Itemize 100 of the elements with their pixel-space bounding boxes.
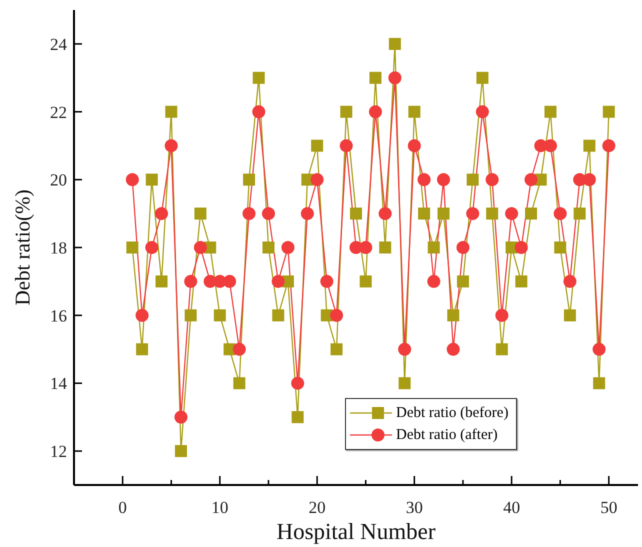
x-tick-label: 50 xyxy=(600,498,618,517)
point xyxy=(544,106,556,118)
point xyxy=(602,139,616,152)
point xyxy=(340,139,353,152)
point xyxy=(252,105,266,118)
point xyxy=(408,106,420,118)
point xyxy=(242,207,256,220)
point xyxy=(350,208,362,220)
point xyxy=(174,445,187,458)
point xyxy=(310,173,324,186)
point xyxy=(262,207,275,220)
point xyxy=(515,275,528,288)
point xyxy=(514,241,528,254)
point xyxy=(320,274,334,288)
legend-label: Debt ratio (before) xyxy=(396,404,508,422)
point xyxy=(379,242,392,254)
point xyxy=(428,242,440,254)
point xyxy=(156,275,168,288)
point xyxy=(476,105,489,118)
point xyxy=(554,242,566,254)
point xyxy=(145,241,158,254)
point xyxy=(544,139,557,152)
point xyxy=(378,207,392,220)
point xyxy=(243,174,256,186)
point xyxy=(281,241,294,254)
point xyxy=(583,140,596,152)
point xyxy=(164,139,178,152)
point xyxy=(524,173,538,186)
point xyxy=(232,342,246,356)
point xyxy=(593,377,606,390)
point xyxy=(194,241,207,254)
y-tick-label: 20 xyxy=(50,170,67,190)
point xyxy=(563,274,576,288)
point xyxy=(582,173,596,186)
point xyxy=(272,274,285,288)
y-tick-label: 16 xyxy=(50,306,67,326)
point xyxy=(408,139,421,152)
point xyxy=(233,377,246,390)
point xyxy=(311,140,324,152)
point xyxy=(554,207,567,220)
point xyxy=(368,105,382,118)
point xyxy=(476,72,488,84)
point xyxy=(466,207,480,220)
point xyxy=(223,274,236,288)
y-tick-label: 18 xyxy=(50,238,67,258)
x-axis-title: Hospital Number xyxy=(276,519,436,544)
point xyxy=(252,72,265,84)
point xyxy=(486,208,498,220)
point xyxy=(437,173,450,186)
point xyxy=(574,208,586,220)
legend-label: Debt ratio (after) xyxy=(396,426,498,444)
point xyxy=(136,343,148,356)
point xyxy=(146,174,158,186)
point xyxy=(184,309,197,322)
y-tick-label: 24 xyxy=(50,34,68,54)
point xyxy=(496,343,508,356)
point xyxy=(564,309,576,322)
point xyxy=(525,208,538,220)
x-tick-label: 0 xyxy=(118,498,127,517)
point xyxy=(360,275,372,288)
point xyxy=(446,342,460,356)
y-tick-label: 12 xyxy=(50,442,67,462)
point xyxy=(398,342,412,356)
point xyxy=(592,342,606,356)
x-tick-label: 20 xyxy=(308,498,326,517)
y-axis-title: Debt ratio(%) xyxy=(10,189,34,306)
point xyxy=(398,377,411,390)
y-tick-label: 22 xyxy=(50,102,67,122)
point xyxy=(466,174,479,186)
point xyxy=(369,72,382,84)
point xyxy=(292,411,304,424)
point xyxy=(388,38,401,50)
point xyxy=(486,173,499,186)
x-tick-label: 10 xyxy=(211,498,228,517)
point xyxy=(418,173,431,186)
point xyxy=(155,207,168,220)
point xyxy=(194,208,206,220)
point xyxy=(165,106,178,118)
point xyxy=(300,207,314,220)
point xyxy=(340,106,352,118)
point xyxy=(388,71,402,84)
point xyxy=(330,308,344,322)
point xyxy=(456,275,469,288)
point xyxy=(174,410,188,424)
point xyxy=(456,241,470,254)
point xyxy=(262,242,274,254)
y-tick-label: 14 xyxy=(50,374,68,394)
point xyxy=(291,376,304,390)
point xyxy=(126,242,138,254)
point xyxy=(330,343,343,356)
point xyxy=(359,241,372,254)
point xyxy=(418,208,430,220)
point xyxy=(495,308,508,322)
point xyxy=(272,309,284,322)
point xyxy=(427,274,440,288)
point xyxy=(438,208,450,220)
point xyxy=(214,309,226,322)
point xyxy=(602,106,615,118)
point xyxy=(447,309,460,322)
point xyxy=(136,308,149,322)
